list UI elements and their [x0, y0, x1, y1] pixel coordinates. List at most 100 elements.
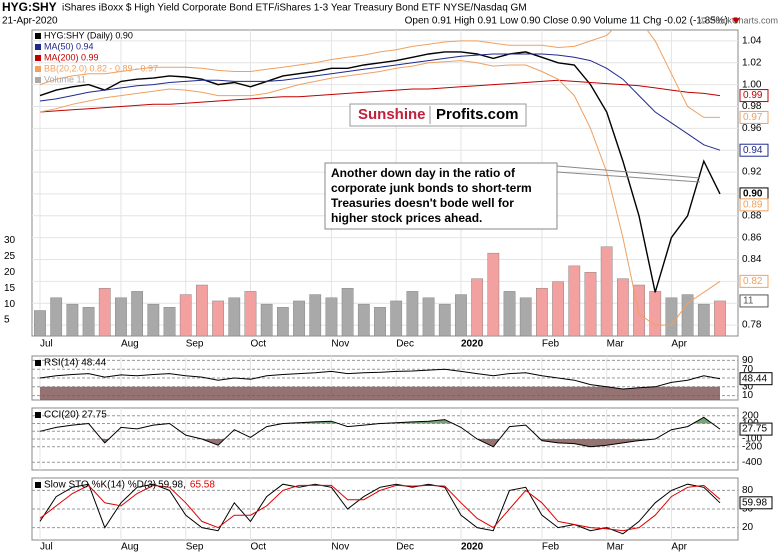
volume-bar: [276, 307, 289, 336]
volume-bar: [212, 300, 224, 336]
oversold-fill: [40, 386, 720, 400]
x-tick-label: Aug: [121, 339, 139, 350]
x-tick-label: Sep: [186, 339, 204, 350]
band-line: [39, 30, 720, 118]
volume-bar: [50, 297, 63, 336]
leader-line: [556, 165, 701, 179]
volume-bar: [681, 294, 694, 336]
y-tick-label: 90: [742, 355, 754, 366]
volume-bar: [66, 303, 79, 336]
down-arrow: [732, 18, 740, 24]
volume-bar: [309, 294, 322, 336]
legend-swatch: [35, 66, 41, 72]
volume-bar: [616, 278, 629, 336]
annotation-line: Another down day in the ratio of: [331, 166, 516, 180]
value-tag-label: 0.89: [743, 199, 763, 210]
legend-entry: HYG:SHY (Daily) 0.90: [44, 30, 133, 40]
annotation-line: higher stock prices ahead.: [331, 211, 482, 225]
legend-entry: 65.58: [190, 480, 215, 491]
series-line: [39, 368, 721, 390]
volume-bar: [487, 252, 500, 336]
panel-title: Slow STO %K(14) %D(3): [44, 480, 156, 491]
y-tick-label: 0.96: [742, 123, 762, 134]
volume-bar: [568, 265, 581, 336]
volume-bar: [649, 291, 662, 336]
value-tag-label: 0.99: [743, 90, 763, 101]
volume-bar: [357, 303, 370, 336]
y2-tick-label: 25: [4, 251, 16, 262]
y-tick-label: 20: [742, 522, 754, 533]
value-tag-label: 0.97: [743, 112, 763, 123]
value-tag-label: 0.94: [743, 145, 763, 156]
value-tag: [739, 110, 769, 124]
value-tag-label: 11: [743, 296, 754, 307]
volume-bar: [179, 294, 192, 336]
y2-tick-label: 20: [4, 267, 16, 278]
volume-bar: [697, 303, 710, 336]
value-tag-label: 27.75: [742, 424, 767, 435]
value-tag: [739, 372, 773, 386]
x-tick-label: Oct: [250, 542, 266, 552]
volume-bar: [438, 303, 451, 336]
volume-bar: [163, 307, 176, 336]
annotation-line: corporate junk bonds to short-term: [331, 181, 532, 195]
volume-bar: [503, 291, 516, 336]
x-tick-label: Dec: [396, 542, 414, 552]
x-tick-label: Nov: [331, 339, 349, 350]
source: © StockCharts.com: [700, 15, 778, 25]
panel-title: CCI(20) 27.75: [44, 410, 107, 421]
volume-bar: [34, 310, 46, 336]
volume-bar: [390, 300, 403, 336]
chart-title: iShares iBoxx $ High Yield Corporate Bon…: [62, 3, 527, 14]
y-tick-label: 1.04: [742, 36, 762, 47]
y2-tick-label: 10: [4, 299, 16, 310]
volume-bar: [519, 297, 532, 336]
volume-bar: [455, 294, 467, 336]
annotation-box: [324, 162, 558, 230]
value-tag: [739, 143, 769, 157]
plot: [39, 368, 721, 400]
volume-bar: [98, 287, 111, 336]
x-tick-label: Oct: [250, 339, 266, 350]
volume-bar: [147, 303, 160, 336]
volume-bar: [228, 297, 241, 336]
x-tick-label: Aug: [121, 542, 139, 552]
y-tick-label: 70: [742, 364, 754, 375]
volume-bar: [341, 287, 354, 336]
leader-line: [556, 171, 701, 183]
plot: [34, 30, 726, 336]
volume-bar: [196, 284, 208, 336]
legend-swatch: [35, 482, 41, 488]
y-tick-label: 0.98: [742, 101, 762, 112]
y2-tick-label: 15: [4, 283, 16, 294]
x-tick-label: 2020: [461, 339, 484, 350]
x-tick-label: Sep: [186, 542, 204, 552]
band-line: [39, 60, 721, 326]
volume-bar: [131, 291, 144, 336]
y2-tick-label: 30: [4, 235, 16, 246]
legend-entry: MA(200) 0.99: [44, 52, 99, 62]
volume-bar: [422, 297, 435, 336]
logo-box: [349, 103, 527, 127]
y-tick-label: 30: [742, 381, 754, 392]
annotation-line: Treasuries doesn't bode well for: [331, 196, 514, 210]
volume-bar: [260, 303, 273, 336]
x-tick-label: Jul: [40, 542, 53, 552]
y-tick-label: 0.86: [742, 232, 762, 243]
volume-bar: [406, 291, 419, 336]
y-tick-label: 0.92: [742, 167, 762, 178]
series-line: [39, 79, 721, 113]
y-tick-label: 1.02: [742, 57, 762, 68]
y-tick-label: -200: [742, 441, 762, 452]
value-tag: [739, 89, 769, 103]
volume-bar: [714, 300, 726, 336]
x-tick-label: Nov: [331, 542, 349, 552]
x-tick-label: Dec: [396, 339, 414, 350]
value-tag: [739, 294, 769, 308]
volume-bar: [552, 281, 564, 336]
volume-bar: [584, 272, 597, 336]
annotation: Another down day in the ratio of corpora…: [324, 162, 701, 230]
series-line: [39, 484, 721, 532]
